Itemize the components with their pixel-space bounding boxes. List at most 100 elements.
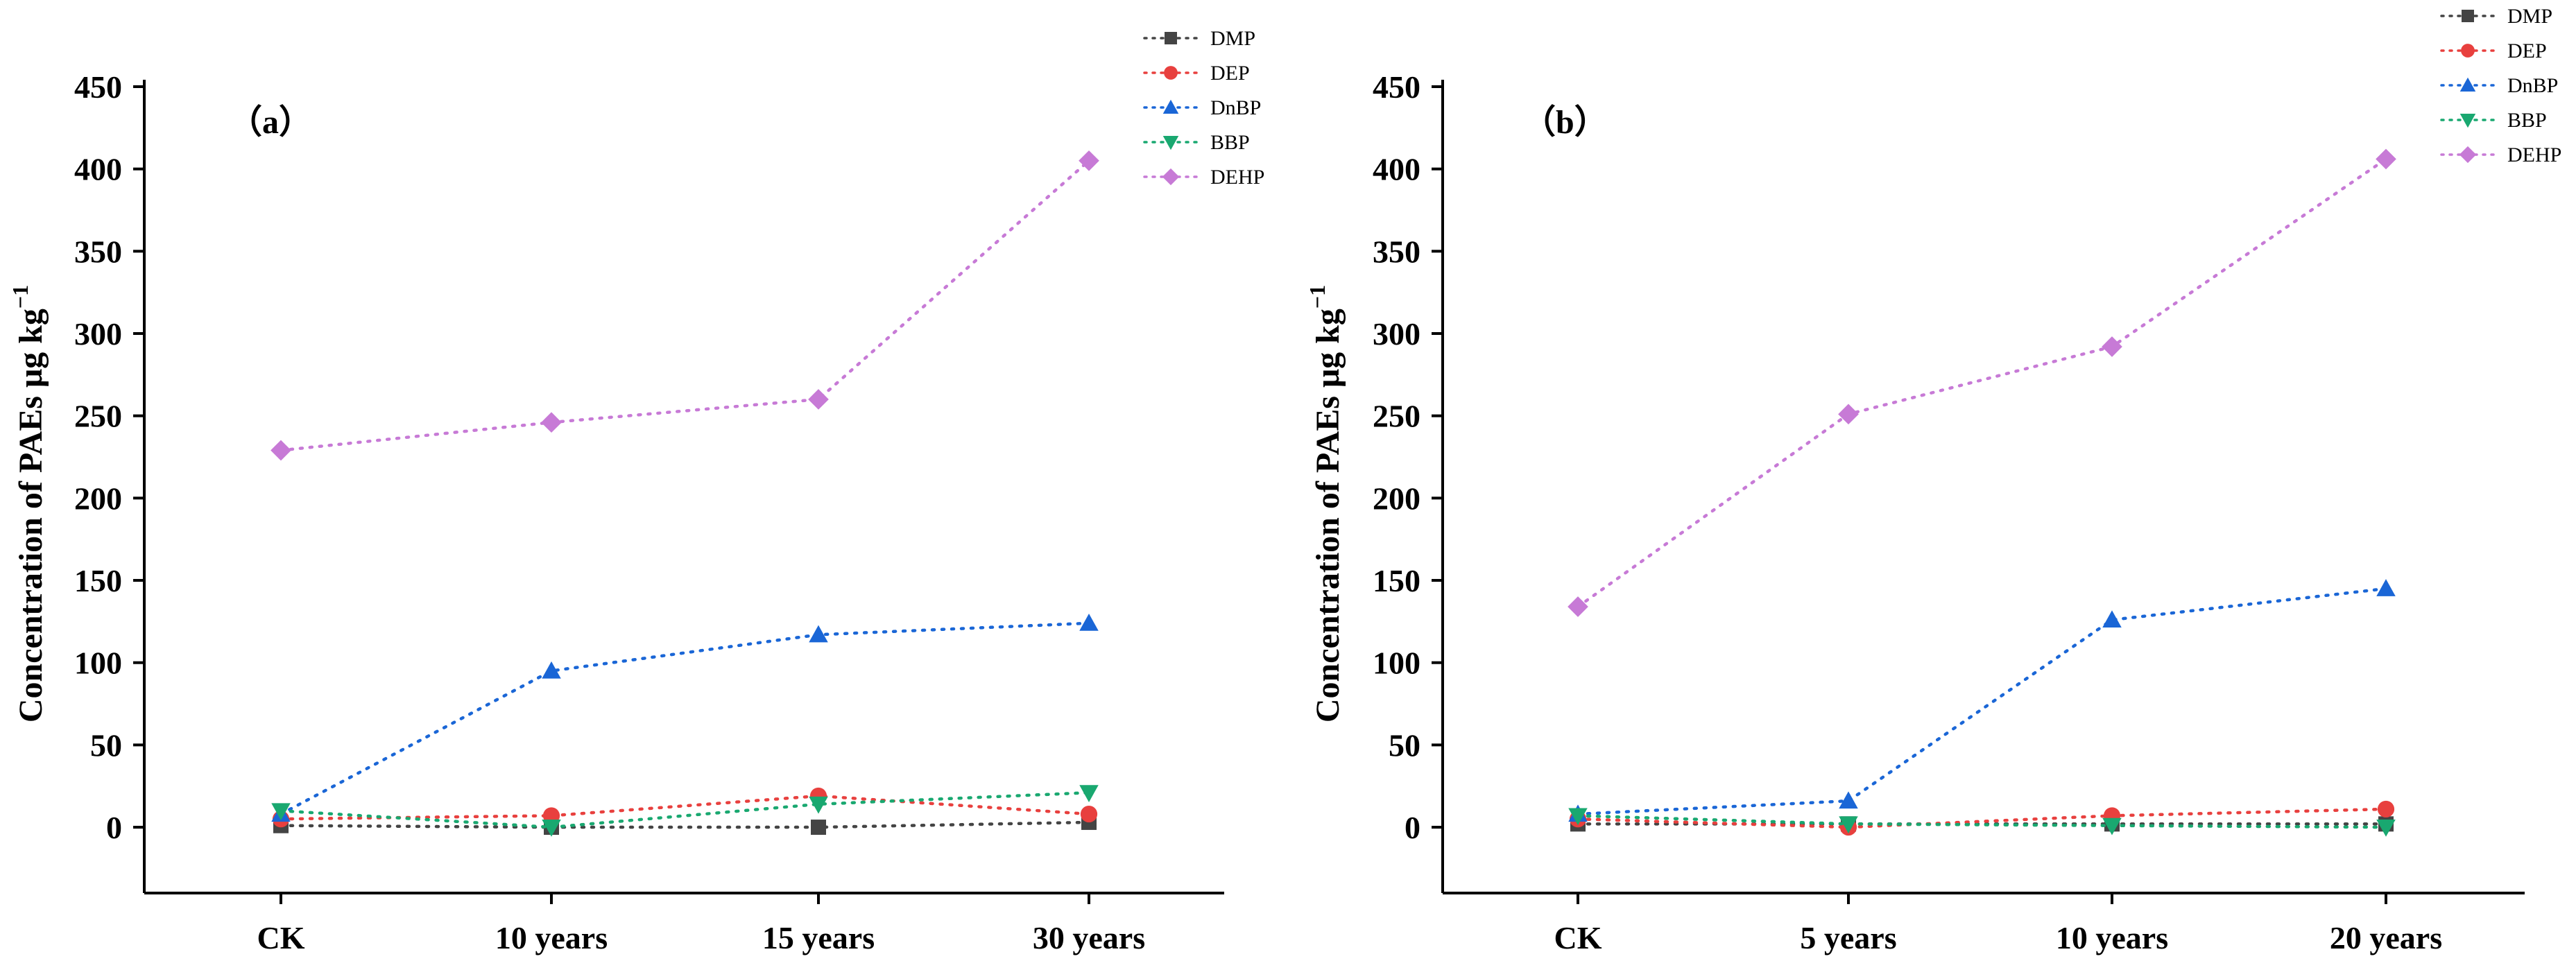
series-dehp: [1568, 148, 2396, 617]
legend-label-dnbp: DnBP: [2507, 74, 2558, 97]
series-dnbp: [1568, 579, 2396, 822]
legend-marker-dnbp: [2459, 77, 2476, 92]
legend-marker-dehp: [2459, 146, 2477, 164]
x-tick-label: 15 years: [762, 920, 875, 955]
legend-marker-dep: [2461, 44, 2475, 58]
y-tick-label: 350: [1373, 234, 1420, 269]
y-tick-label: 300: [74, 316, 122, 352]
legend: DMP DEP DnBP BBP DEHP: [2440, 5, 2561, 166]
x-tick-label: 20 years: [2330, 920, 2442, 955]
data-point-dehp: [2376, 148, 2396, 170]
y-tick-label: 0: [1405, 810, 1420, 845]
data-point-dehp: [271, 440, 291, 461]
series-line-dnbp: [1576, 587, 2388, 816]
series-dep: [272, 787, 1098, 828]
y-tick-label: 200: [74, 480, 122, 516]
data-point-dnbp: [542, 661, 561, 679]
y-tick-label: 50: [90, 727, 122, 763]
x-tick-label: 10 years: [495, 920, 608, 955]
data-point-dep: [2377, 800, 2395, 818]
chart-panel-b: 0 50 100 150 200 250 300 350 400 450 CK 5 years 10 y…: [1305, 5, 2561, 955]
legend-label-dehp: DEHP: [2507, 144, 2561, 166]
data-point-bbp: [1568, 808, 1588, 826]
legend-marker-dmp: [1165, 32, 1177, 44]
legend-marker-dnbp: [1162, 99, 1179, 114]
data-point-dehp: [2102, 336, 2122, 357]
series-line-bbp: [1576, 814, 2388, 829]
y-tick-label: 100: [74, 646, 122, 681]
legend-marker-dep: [1164, 66, 1178, 80]
series-dnbp: [271, 614, 1099, 822]
legend-label-dmp: DMP: [1210, 27, 1255, 50]
legend-label-dep: DEP: [1210, 62, 1250, 85]
data-point-bbp: [809, 796, 828, 814]
data-point-bbp: [1079, 785, 1099, 802]
y-axis-title: Concentration of PAEs μg kg−1: [8, 285, 49, 722]
y-tick-label: 250: [74, 399, 122, 434]
y-tick-label: 450: [1373, 69, 1420, 105]
legend-marker-dehp: [1162, 168, 1180, 186]
x-tick-label: 10 years: [2056, 920, 2168, 955]
panel-label: （b）: [1522, 104, 1608, 141]
legend-label-bbp: BBP: [1210, 131, 1250, 154]
data-point-dnbp: [1079, 614, 1099, 631]
y-tick-label: 250: [1373, 399, 1420, 434]
data-point-dehp: [808, 389, 829, 410]
legend-marker-bbp: [2459, 114, 2476, 128]
legend-label-dmp: DMP: [2507, 5, 2552, 28]
y-tick-label: 300: [1373, 316, 1420, 352]
data-point-dnbp: [809, 625, 828, 643]
y-tick-label: 150: [1373, 563, 1420, 598]
legend-label-dnbp: DnBP: [1210, 96, 1261, 119]
series-line-bbp: [279, 790, 1091, 829]
series-line-dehp: [279, 159, 1091, 452]
series-bbp: [1568, 808, 2396, 837]
y-tick-label: 400: [1373, 152, 1420, 187]
data-point-bbp: [2102, 817, 2122, 836]
y-tick-label: 100: [1373, 646, 1420, 681]
y-axis-title: Concentration of PAEs μg kg−1: [1305, 285, 1346, 722]
series-line-dehp: [1576, 157, 2388, 609]
series-line-dmp: [279, 820, 1091, 829]
y-tick-label: 450: [74, 69, 122, 105]
data-point-dnbp: [2376, 579, 2396, 596]
data-point-dehp: [541, 412, 562, 433]
data-point-bbp: [271, 803, 291, 821]
data-point-dehp: [1079, 150, 1099, 171]
series-line-dnbp: [279, 621, 1091, 816]
legend: DMP DEP DnBP BBP DEHP: [1143, 27, 1264, 189]
series-line-dep: [279, 794, 1091, 821]
x-tick-label: 5 years: [1800, 920, 1896, 955]
data-point-dmp: [811, 820, 826, 836]
data-point-bbp: [2376, 820, 2396, 837]
legend-label-bbp: BBP: [2507, 109, 2547, 132]
panel-label: （a）: [229, 104, 312, 141]
y-axis-title-superscript: −1: [1305, 285, 1330, 309]
data-point-dnbp: [1839, 791, 1858, 809]
x-tick-label: CK: [257, 920, 305, 955]
data-point-bbp: [1839, 816, 1858, 834]
y-tick-label: 200: [1373, 480, 1420, 516]
y-axis-title-main: Concentration of PAEs μg kg: [1310, 309, 1346, 722]
data-point-bbp: [542, 820, 561, 837]
series-dehp: [271, 150, 1099, 461]
x-tick-label: CK: [1554, 920, 1602, 955]
data-point-dehp: [1568, 596, 1588, 617]
series-bbp: [271, 785, 1099, 837]
y-axis-title-main: Concentration of PAEs μg kg: [12, 309, 49, 722]
chart-panel-a: 0 50 100 150 200 250 300 350 400 450 CK 10 years 15 …: [8, 27, 1264, 955]
legend-marker-dmp: [2462, 10, 2474, 22]
y-tick-label: 150: [74, 563, 122, 598]
data-point-dnbp: [2102, 610, 2122, 628]
legend-marker-bbp: [1162, 136, 1179, 150]
legend-label-dep: DEP: [2507, 40, 2547, 62]
data-point-dehp: [1838, 404, 1859, 425]
y-tick-label: 350: [74, 234, 122, 269]
y-tick-label: 0: [106, 810, 122, 845]
y-tick-label: 400: [74, 152, 122, 187]
legend-label-dehp: DEHP: [1210, 166, 1264, 189]
y-tick-label: 50: [1389, 727, 1420, 763]
series-line-dep: [1576, 807, 2388, 829]
